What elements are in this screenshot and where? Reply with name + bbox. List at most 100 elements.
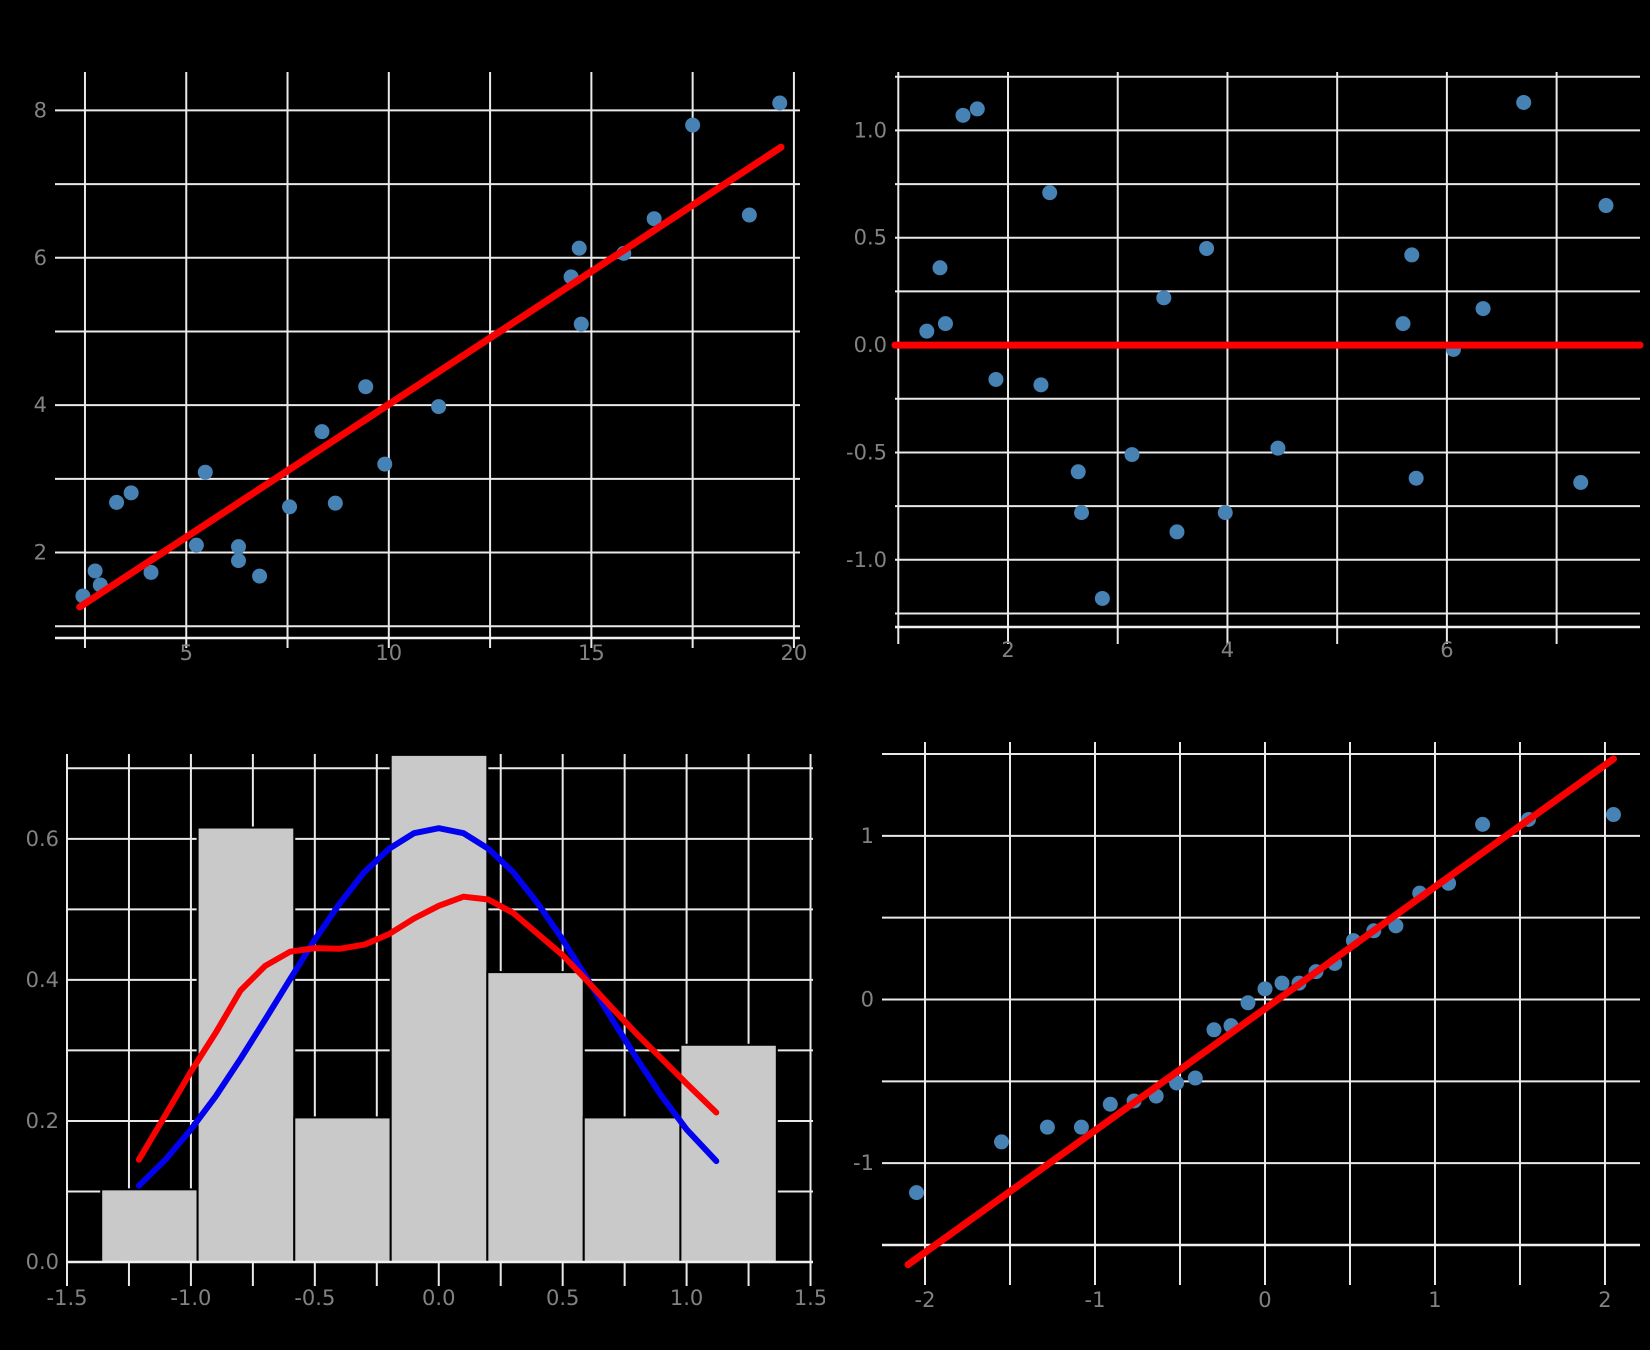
data-point — [1573, 475, 1589, 491]
residual_histogram-svg: -1.5 -1.0 -0.5 0.0 0.5 1.0 1.5 0.0 0.2 0.4 0.6 — [26, 753, 825, 1310]
data-points — [75, 95, 788, 604]
data-point — [109, 494, 125, 510]
y-tick-label: 0.2 — [26, 1109, 59, 1133]
y-tick-label: 0.4 — [26, 968, 59, 992]
x-tick-label: 1.5 — [794, 1286, 825, 1310]
data-point — [377, 456, 393, 472]
data-point — [358, 379, 374, 395]
data-point — [197, 464, 213, 480]
x-tick-label: 1.0 — [670, 1286, 703, 1310]
y-tick-label: -1 — [853, 1151, 874, 1175]
data-point — [988, 371, 1004, 387]
y-tick-label: 0.0 — [26, 1250, 59, 1274]
data-point — [1516, 94, 1532, 110]
data-point — [685, 117, 701, 133]
gridlines — [895, 72, 1640, 644]
x-tick-label: -1.5 — [47, 1286, 88, 1310]
data-point — [1070, 464, 1086, 480]
data-point — [188, 537, 204, 553]
data-point — [282, 499, 298, 515]
x-tick-label: -2 — [915, 1288, 936, 1312]
y-tick-label: 0.0 — [854, 333, 887, 357]
data-point — [573, 316, 589, 332]
data-point — [1206, 1022, 1222, 1038]
histogram-bar — [293, 1116, 392, 1263]
x-tick-label: 6 — [1440, 638, 1453, 662]
x-tick-label: 1 — [1428, 1288, 1441, 1312]
data-point — [1598, 198, 1614, 214]
x-tick-label: 2 — [1598, 1288, 1611, 1312]
regression-line — [76, 143, 785, 611]
data-point — [314, 424, 330, 440]
data-point — [123, 485, 139, 501]
data-point — [1257, 981, 1273, 997]
y-tick-label: 4 — [34, 393, 47, 417]
data-point — [1404, 247, 1420, 263]
data-point — [431, 399, 447, 415]
data-point — [1042, 185, 1058, 201]
y-tick-label: 0.5 — [854, 226, 887, 250]
x-tick-label: -1.0 — [170, 1286, 211, 1310]
data-points — [919, 94, 1614, 606]
tick-labels: 2 4 6 -1.0 -0.5 0.0 0.5 1.0 — [846, 118, 1454, 662]
histogram-bar — [582, 1116, 682, 1263]
y-tick-label: -1.0 — [846, 548, 887, 572]
y-tick-label: 2 — [34, 541, 47, 565]
data-point — [994, 1134, 1010, 1150]
x-tick-label: 0.5 — [546, 1286, 579, 1310]
data-point — [1408, 470, 1424, 486]
data-point — [1475, 816, 1491, 832]
histogram-bar — [100, 1188, 199, 1263]
data-point — [143, 564, 159, 580]
data-point — [909, 1185, 925, 1201]
normal-density-curve — [135, 825, 720, 1189]
tick-labels: -1.5 -1.0 -0.5 0.0 0.5 1.0 1.5 0.0 0.2 0.4 0.6 — [26, 827, 825, 1310]
data-point — [646, 211, 662, 227]
data-point — [1217, 505, 1233, 521]
data-point — [87, 563, 103, 579]
data-point — [1388, 918, 1404, 934]
y-tick-label: 0.6 — [26, 827, 59, 851]
panel-residuals-vs-fitted: 2 4 6 -1.0 -0.5 0.0 0.5 1.0 — [825, 0, 1650, 675]
data-point — [1074, 505, 1090, 521]
data-point — [1039, 1119, 1055, 1135]
data-point — [1169, 1075, 1185, 1091]
data-point — [955, 107, 971, 123]
scatter_fit-svg: 5 10 15 20 2 4 6 8 — [34, 72, 808, 665]
data-point — [231, 553, 247, 569]
gridlines — [55, 72, 800, 648]
x-tick-label: 4 — [1221, 638, 1234, 662]
x-tick-label: 2 — [1001, 638, 1014, 662]
panel-residual-histogram: -1.5 -1.0 -0.5 0.0 0.5 1.0 1.5 0.0 0.2 0.4 0.6 — [0, 675, 825, 1350]
x-tick-label: -0.5 — [294, 1286, 335, 1310]
qq-reference-line — [904, 755, 1617, 1269]
data-point — [1094, 590, 1110, 606]
data-point — [1199, 240, 1215, 256]
histogram-bar — [486, 971, 585, 1263]
data-point — [1395, 316, 1411, 332]
histogram-bar — [679, 1043, 778, 1263]
x-tick-label: -1 — [1085, 1288, 1106, 1312]
y-tick-label: 0 — [861, 988, 874, 1012]
kde-curve — [135, 893, 720, 1163]
data-point — [1033, 377, 1049, 393]
data-point — [1187, 1070, 1203, 1086]
qq_plot-svg: -2 -1 0 1 2 -1 0 1 — [853, 742, 1640, 1312]
data-point — [969, 101, 985, 117]
y-tick-label: 8 — [34, 98, 47, 122]
data-point — [1124, 447, 1140, 463]
y-tick-label: 1.0 — [854, 118, 887, 142]
data-point — [252, 568, 268, 584]
data-point — [327, 495, 343, 511]
tick-labels: -2 -1 0 1 2 -1 0 1 — [853, 824, 1612, 1312]
x-tick-label: 20 — [781, 641, 808, 665]
data-point — [1156, 290, 1172, 306]
data-point — [1102, 1096, 1118, 1112]
x-tick-label: 0 — [1258, 1288, 1271, 1312]
data-point — [1475, 301, 1491, 317]
residuals_vs_fitted-svg: 2 4 6 -1.0 -0.5 0.0 0.5 1.0 — [846, 72, 1644, 662]
data-point — [571, 240, 587, 256]
panel-qq-plot: -2 -1 0 1 2 -1 0 1 — [825, 675, 1650, 1350]
data-point — [772, 95, 788, 111]
